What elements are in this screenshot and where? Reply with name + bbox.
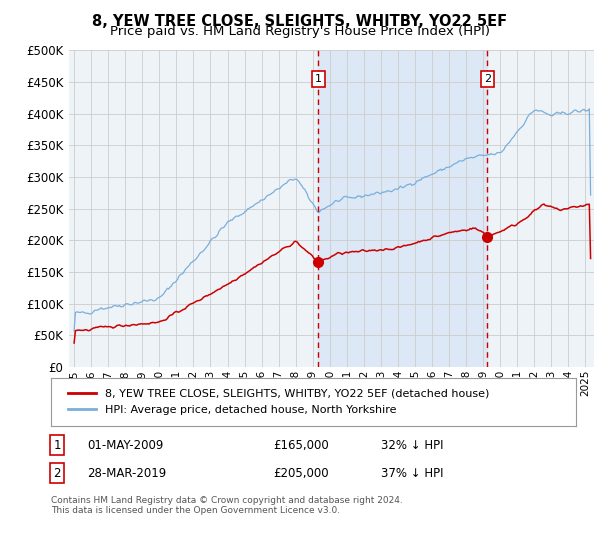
Text: 8, YEW TREE CLOSE, SLEIGHTS, WHITBY, YO22 5EF: 8, YEW TREE CLOSE, SLEIGHTS, WHITBY, YO2… [92, 14, 508, 29]
Text: 1: 1 [53, 438, 61, 452]
Text: 32% ↓ HPI: 32% ↓ HPI [381, 438, 443, 452]
Text: Price paid vs. HM Land Registry's House Price Index (HPI): Price paid vs. HM Land Registry's House … [110, 25, 490, 38]
Text: 2: 2 [484, 74, 491, 84]
Legend: 8, YEW TREE CLOSE, SLEIGHTS, WHITBY, YO22 5EF (detached house), HPI: Average pri: 8, YEW TREE CLOSE, SLEIGHTS, WHITBY, YO2… [62, 382, 496, 422]
Text: 28-MAR-2019: 28-MAR-2019 [87, 466, 166, 480]
Text: £205,000: £205,000 [273, 466, 329, 480]
Text: 01-MAY-2009: 01-MAY-2009 [87, 438, 163, 452]
Text: 2: 2 [53, 466, 61, 480]
Text: 1: 1 [315, 74, 322, 84]
Text: Contains HM Land Registry data © Crown copyright and database right 2024.
This d: Contains HM Land Registry data © Crown c… [51, 496, 403, 515]
Bar [319, 50, 487, 367]
Text: 37% ↓ HPI: 37% ↓ HPI [381, 466, 443, 480]
Text: £165,000: £165,000 [273, 438, 329, 452]
